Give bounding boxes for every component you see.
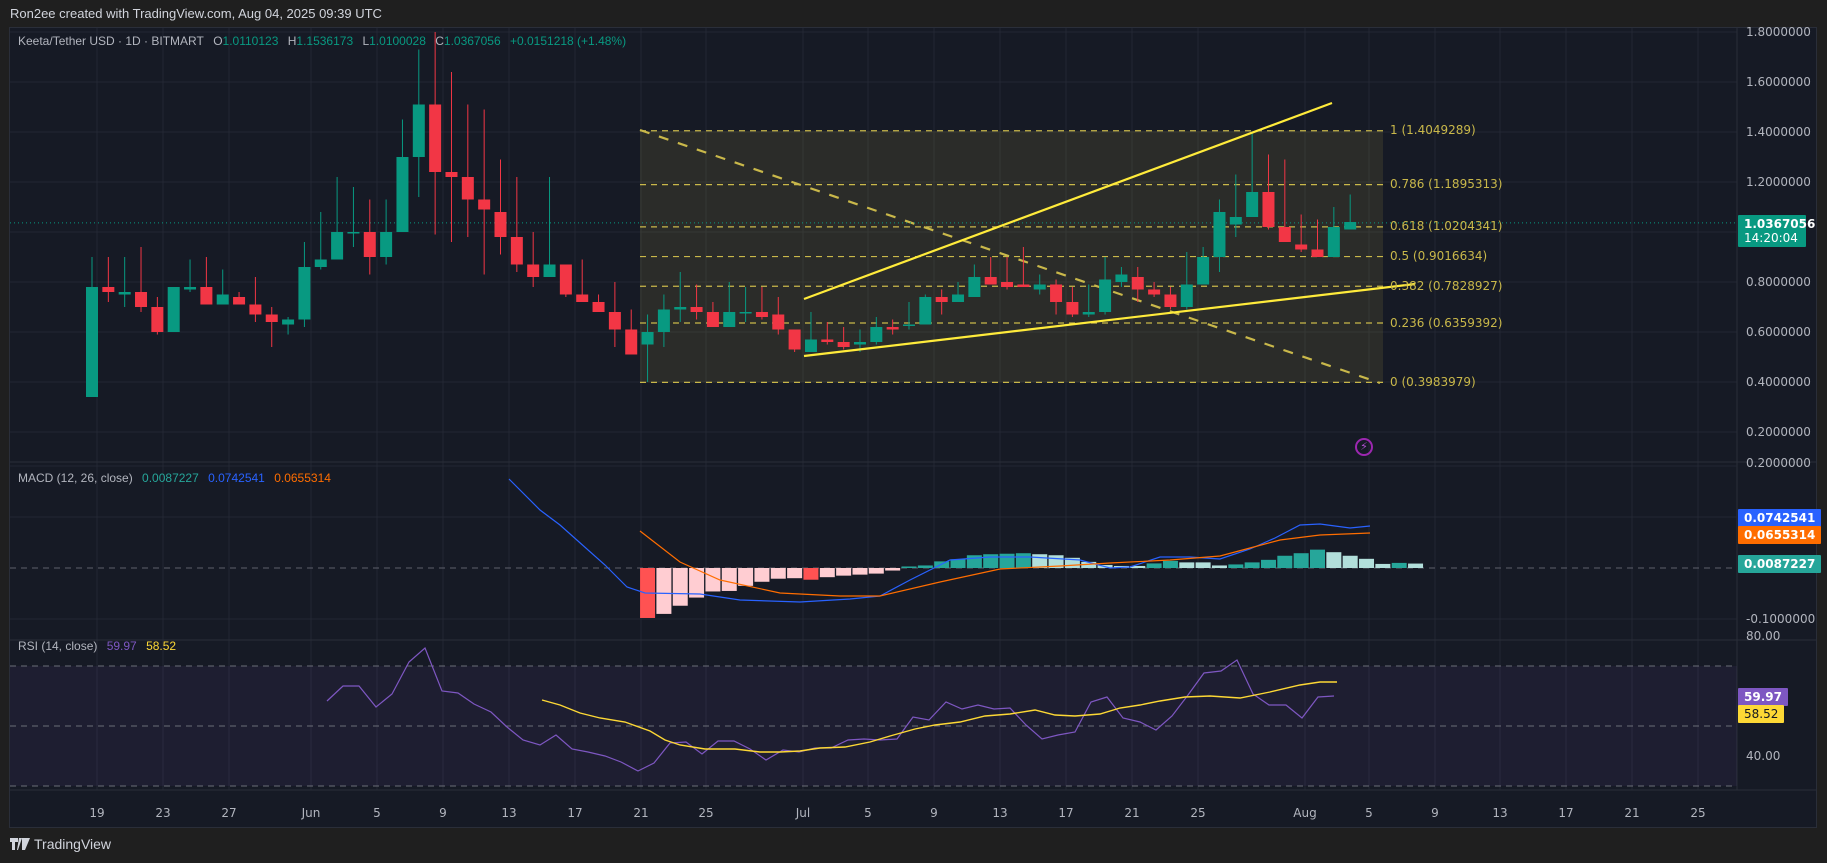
rsi-value: 59.97 bbox=[106, 639, 137, 653]
rsi-ma-tag: 58.52 bbox=[1738, 705, 1785, 723]
macd-tick: -0.1000000 bbox=[1746, 612, 1816, 626]
change-value: +0.0151218 (+1.48%) bbox=[509, 34, 627, 48]
macd-signal-tag: 0.0655314 bbox=[1738, 526, 1822, 544]
price-tick: 0.2000000 bbox=[1746, 425, 1811, 439]
rsi-ma-value: 58.52 bbox=[146, 639, 177, 653]
open-value: 1.0110123 bbox=[222, 34, 279, 48]
fib-level-label: 0.786 (1.1895313) bbox=[1390, 177, 1503, 191]
time-axis-label: 25 bbox=[1190, 806, 1206, 820]
time-axis-label: 13 bbox=[992, 806, 1008, 820]
rsi-title[interactable]: RSI (14, close) bbox=[18, 639, 98, 653]
rsi-legend: RSI (14, close) 59.97 58.52 bbox=[18, 639, 182, 653]
chart-credit: Ron2ee created with TradingView.com, Aug… bbox=[10, 6, 382, 21]
chart-frame[interactable] bbox=[9, 27, 1817, 828]
time-axis-label: 13 bbox=[501, 806, 517, 820]
macd-hist-value: 0.0087227 bbox=[142, 471, 199, 485]
fib-level-label: 0 (0.3983979) bbox=[1390, 375, 1476, 389]
rsi-tag: 59.97 bbox=[1738, 688, 1788, 706]
fib-level-label: 1 (1.4049289) bbox=[1390, 123, 1476, 137]
macd-legend: MACD (12, 26, close) 0.0087227 0.0742541… bbox=[18, 471, 337, 485]
time-axis-label: 25 bbox=[1690, 806, 1706, 820]
macd-line-value: 0.0742541 bbox=[208, 471, 265, 485]
fib-level-label: 0.382 (0.7828927) bbox=[1390, 279, 1503, 293]
time-axis-label: 17 bbox=[1058, 806, 1074, 820]
time-axis-label: 19 bbox=[89, 806, 105, 820]
price-tick: 1.4000000 bbox=[1746, 125, 1811, 139]
time-axis-label: 25 bbox=[698, 806, 714, 820]
symbol-legend: Keeta/Tether USD · 1D · BITMART O1.01101… bbox=[18, 34, 627, 48]
time-axis-label: Aug bbox=[1293, 806, 1317, 820]
macd-hist-tag: 0.0087227 bbox=[1738, 555, 1822, 573]
time-axis-label: Jun bbox=[301, 806, 321, 820]
time-axis-label: 17 bbox=[567, 806, 583, 820]
tradingview-logo[interactable]: TradingView bbox=[10, 836, 111, 852]
time-axis-label: 13 bbox=[1492, 806, 1508, 820]
time-axis-label: 23 bbox=[155, 806, 171, 820]
price-tick: 0.6000000 bbox=[1746, 325, 1811, 339]
time-axis-label: Jul bbox=[795, 806, 811, 820]
time-axis-label: 21 bbox=[633, 806, 649, 820]
time-axis-label: 21 bbox=[1124, 806, 1140, 820]
macd-title[interactable]: MACD (12, 26, close) bbox=[18, 471, 133, 485]
time-axis-label: 5 bbox=[373, 806, 381, 820]
fib-level-label: 0.236 (0.6359392) bbox=[1390, 316, 1503, 330]
macd-signal-value: 0.0655314 bbox=[274, 471, 331, 485]
fib-level-label: 0.618 (1.0204341) bbox=[1390, 219, 1503, 233]
time-axis-label: 9 bbox=[930, 806, 938, 820]
tradingview-logo-icon bbox=[10, 838, 30, 850]
lightning-icon[interactable]: ⚡ bbox=[1355, 438, 1373, 456]
price-tick: 1.6000000 bbox=[1746, 75, 1811, 89]
last-price: 1.0367056 bbox=[1744, 217, 1816, 231]
macd-line-tag: 0.0742541 bbox=[1738, 509, 1822, 527]
price-tick: 1.2000000 bbox=[1746, 175, 1811, 189]
bar-countdown: 14:20:04 bbox=[1744, 231, 1798, 245]
time-axis-label: 17 bbox=[1558, 806, 1574, 820]
low-value: 1.0100028 bbox=[369, 34, 426, 48]
symbol-title[interactable]: Keeta/Tether USD · 1D · BITMART bbox=[18, 34, 204, 48]
price-tick: 0.4000000 bbox=[1746, 375, 1811, 389]
fib-level-label: 0.5 (0.9016634) bbox=[1390, 249, 1488, 263]
high-value: 1.1536173 bbox=[296, 34, 354, 48]
time-axis-label: 5 bbox=[1365, 806, 1373, 820]
price-tick: 0.8000000 bbox=[1746, 275, 1811, 289]
price-tick: 1.8000000 bbox=[1746, 25, 1811, 39]
time-axis-label: 27 bbox=[221, 806, 237, 820]
close-value: 1.0367056 bbox=[443, 34, 501, 48]
time-axis-label: 5 bbox=[864, 806, 872, 820]
macd-tick: 0.2000000 bbox=[1746, 456, 1811, 470]
time-axis-label: 9 bbox=[1431, 806, 1439, 820]
time-axis-label: 21 bbox=[1624, 806, 1640, 820]
rsi-tick: 40.00 bbox=[1746, 749, 1781, 763]
time-axis-label: 9 bbox=[439, 806, 447, 820]
rsi-tick: 80.00 bbox=[1746, 629, 1781, 643]
brand-name: TradingView bbox=[34, 836, 112, 852]
last-price-tag: 1.0367056 14:20:04 bbox=[1738, 215, 1816, 247]
